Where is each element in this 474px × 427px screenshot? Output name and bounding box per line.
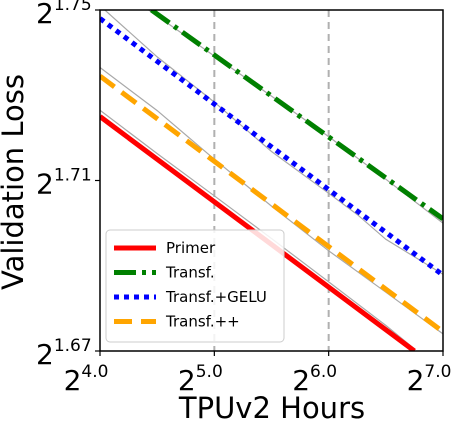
legend-label: Transf. <box>165 264 215 282</box>
x-axis-label: TPUv2 Hours <box>178 391 365 425</box>
x-tick-label: 24.0 <box>64 362 109 397</box>
legend-label: Transf.++ <box>165 313 240 331</box>
tick-layer: 24.0 25.0 26.0 27.0 21.67 21.71 21.75 <box>36 0 451 397</box>
series-line <box>100 16 443 278</box>
y-axis-label: Validation Loss <box>0 74 30 290</box>
legend-label: Primer <box>166 239 216 257</box>
grid-layer <box>213 10 330 351</box>
x-tick-label: 27.0 <box>407 362 452 397</box>
y-tick-label: 21.71 <box>36 166 92 201</box>
legend-label: Transf.+GELU <box>165 288 267 306</box>
legend-box <box>105 229 285 343</box>
x-tick-label: 25.0 <box>178 362 223 397</box>
x-tick-label: 26.0 <box>292 362 337 397</box>
legend: Primer Transf. Transf.+GELU Transf.++ <box>105 229 285 343</box>
raw-line <box>103 10 443 275</box>
series-line <box>100 74 443 334</box>
y-tick-label: 21.67 <box>36 336 92 371</box>
series-line <box>149 10 443 221</box>
y-tick-label: 21.75 <box>36 0 92 30</box>
